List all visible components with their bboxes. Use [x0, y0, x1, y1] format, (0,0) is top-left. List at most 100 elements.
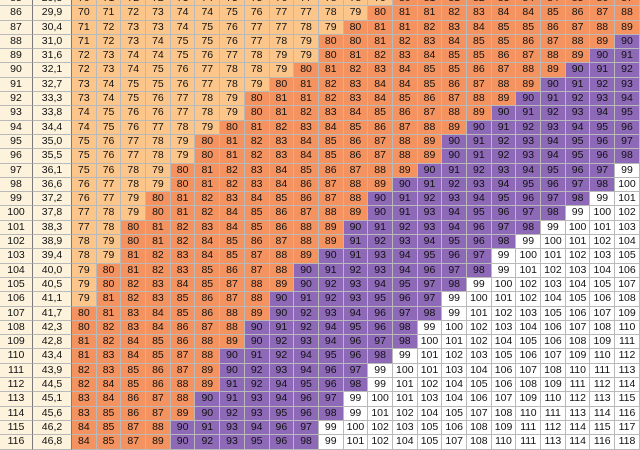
value-cell: 86 — [516, 34, 542, 50]
value-cell: 78 — [244, 63, 270, 78]
fahrenheit-cell: 101 — [0, 220, 33, 236]
fahrenheit-cell: 88 — [0, 34, 33, 50]
value-cell: 82 — [467, 0, 492, 7]
fahrenheit-cell: 110 — [0, 349, 33, 364]
value-cell: 90 — [244, 335, 270, 350]
value-cell: 78 — [170, 120, 196, 135]
value-cell: 93 — [491, 163, 517, 178]
value-cell: 105 — [615, 249, 640, 264]
value-cell: 101 — [541, 249, 566, 264]
value-cell: 92 — [244, 378, 270, 393]
value-cell: 104 — [565, 277, 591, 293]
celsius-cell: 45,1 — [33, 392, 72, 407]
value-cell: 97 — [392, 306, 418, 321]
value-cell: 111 — [516, 435, 542, 450]
value-cell: 115 — [590, 420, 616, 436]
value-cell: 85 — [541, 6, 566, 21]
value-cell: 79 — [220, 106, 245, 121]
value-cell: 75 — [121, 77, 147, 93]
value-cell: 113 — [565, 406, 591, 421]
value-cell: 85 — [244, 220, 270, 236]
value-cell: 109 — [541, 378, 566, 393]
value-cell: 98 — [417, 306, 443, 321]
value-cell: 73 — [146, 20, 171, 35]
value-cell: 79 — [343, 6, 369, 21]
value-cell: 86 — [121, 392, 147, 407]
celsius-cell: 43,4 — [33, 349, 72, 364]
value-cell: 90 — [368, 206, 393, 221]
value-cell: 86 — [590, 0, 616, 7]
value-cell: 75 — [170, 34, 196, 50]
value-cell: 91 — [244, 349, 270, 364]
value-cell: 96 — [516, 192, 542, 207]
value-cell: 88 — [615, 6, 640, 21]
value-cell: 84 — [541, 0, 566, 7]
value-cell: 86 — [244, 235, 270, 250]
celsius-cell: 42,8 — [33, 335, 72, 350]
value-cell: 82 — [343, 63, 369, 78]
value-cell: 79 — [96, 249, 122, 264]
value-cell: 85 — [516, 20, 542, 35]
value-cell: 101 — [442, 335, 467, 350]
value-cell: 74 — [96, 77, 122, 93]
value-cell: 89 — [516, 77, 542, 93]
value-cell: 80 — [170, 177, 196, 193]
value-cell: 97 — [417, 292, 443, 307]
value-cell: 93 — [417, 220, 443, 236]
value-cell: 86 — [392, 106, 418, 121]
value-cell: 106 — [590, 292, 616, 307]
value-cell: 88 — [269, 249, 295, 264]
value-cell: 89 — [294, 249, 319, 264]
celsius-cell: 31,6 — [33, 49, 72, 64]
value-cell: 79 — [96, 235, 122, 250]
value-cell: 87 — [195, 320, 221, 336]
value-cell: 114 — [565, 435, 591, 450]
value-cell: 80 — [72, 320, 97, 336]
celsius-cell: 31,0 — [33, 34, 72, 50]
value-cell: 107 — [590, 306, 616, 321]
value-cell: 81 — [146, 235, 171, 250]
value-cell: 75 — [220, 6, 245, 21]
value-cell: 76 — [121, 106, 147, 121]
value-cell: 83 — [294, 120, 319, 135]
value-cell: 83 — [146, 292, 171, 307]
value-cell: 97 — [318, 392, 344, 407]
value-cell: 99 — [516, 235, 542, 250]
value-cell: 92 — [442, 177, 467, 193]
value-cell: 86 — [220, 263, 245, 278]
value-cell: 87 — [368, 149, 393, 164]
value-cell: 72 — [72, 63, 97, 78]
value-cell: 104 — [442, 378, 467, 393]
value-cell: 102 — [516, 277, 542, 293]
value-cell: 85 — [467, 34, 492, 50]
value-cell: 94 — [294, 349, 319, 364]
value-cell: 108 — [565, 335, 591, 350]
value-cell: 74 — [72, 106, 97, 121]
value-cell: 85 — [195, 263, 221, 278]
celsius-cell: 30,4 — [33, 20, 72, 35]
value-cell: 78 — [121, 177, 147, 193]
value-cell: 77 — [96, 177, 122, 193]
value-cell: 97 — [442, 263, 467, 278]
value-cell: 75 — [146, 77, 171, 93]
value-cell: 102 — [590, 235, 616, 250]
value-cell: 102 — [392, 406, 418, 421]
value-cell: 94 — [565, 120, 591, 135]
value-cell: 96 — [269, 420, 295, 436]
value-cell: 82 — [72, 363, 97, 379]
value-cell: 94 — [294, 363, 319, 379]
value-cell: 95 — [615, 106, 640, 121]
value-cell: 80 — [220, 120, 245, 135]
value-cell: 97 — [565, 177, 591, 193]
value-cell: 80 — [121, 220, 147, 236]
value-cell: 81 — [368, 20, 393, 35]
value-cell: 84 — [318, 120, 344, 135]
value-cell: 78 — [146, 134, 171, 150]
celsius-cell: 35,5 — [33, 149, 72, 164]
value-cell: 102 — [417, 378, 443, 393]
value-cell: 88 — [541, 49, 566, 64]
value-cell: 78 — [195, 92, 221, 107]
value-cell: 94 — [368, 277, 393, 293]
value-cell: 94 — [392, 249, 418, 264]
value-cell: 81 — [269, 92, 295, 107]
